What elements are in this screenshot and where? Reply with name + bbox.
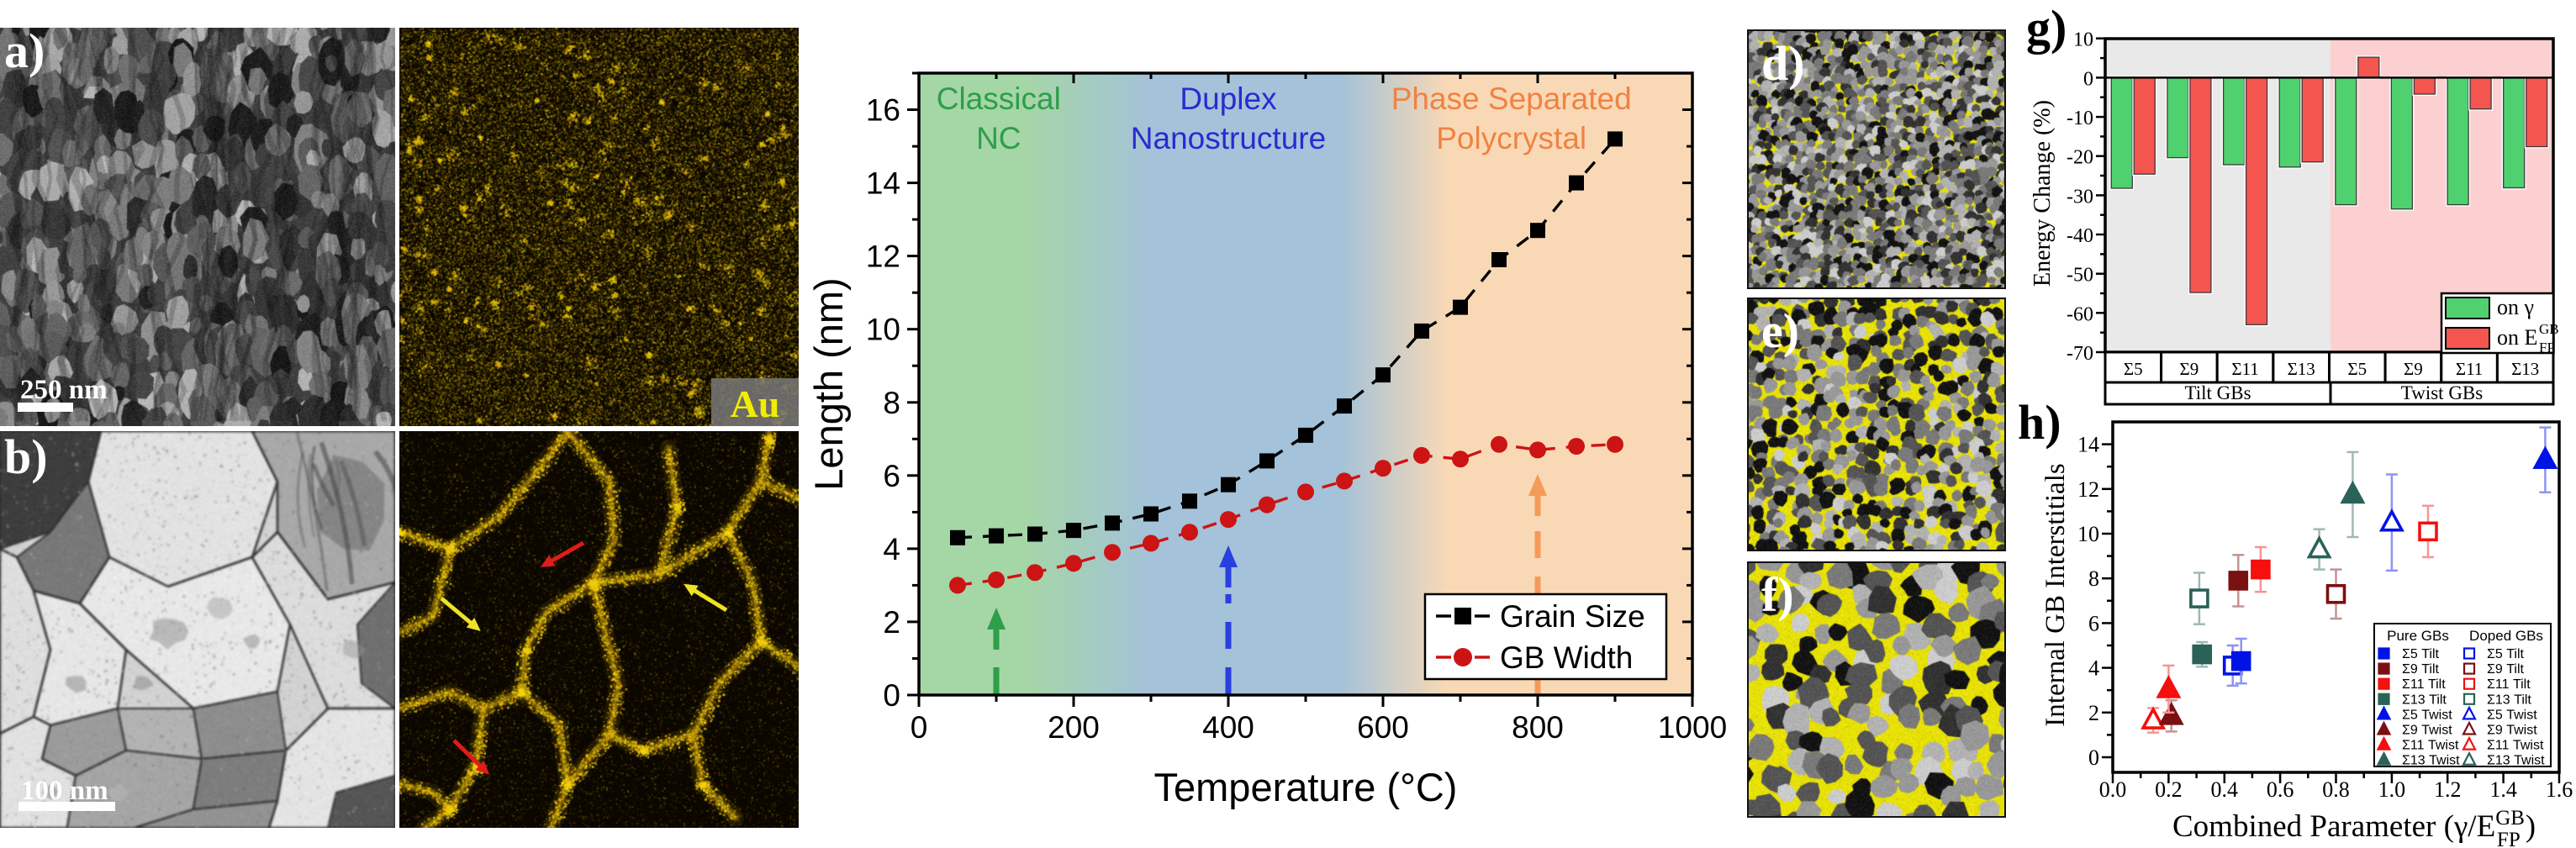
svg-text:6: 6 <box>2088 611 2099 635</box>
svg-text:1.4: 1.4 <box>2489 777 2517 802</box>
svg-text:16: 16 <box>866 93 900 128</box>
svg-text:12: 12 <box>2077 477 2099 502</box>
svg-text:Σ5 Twist: Σ5 Twist <box>2487 708 2537 722</box>
svg-text:Grain Size: Grain Size <box>1500 599 1645 634</box>
svg-text:Σ9: Σ9 <box>2404 359 2423 379</box>
svg-text:0.4: 0.4 <box>2211 777 2239 802</box>
svg-text:4: 4 <box>883 532 900 566</box>
svg-text:GB Width: GB Width <box>1500 640 1633 675</box>
svg-text:0: 0 <box>2083 68 2093 90</box>
svg-text:Σ5: Σ5 <box>2347 359 2367 379</box>
svg-text:Pure GBs: Pure GBs <box>2387 628 2449 644</box>
svg-text:b): b) <box>4 429 48 484</box>
svg-text:Σ11 Twist: Σ11 Twist <box>2402 739 2459 753</box>
svg-text:6: 6 <box>883 459 900 493</box>
svg-text:800: 800 <box>1512 710 1564 745</box>
svg-text:1.2: 1.2 <box>2434 777 2462 802</box>
svg-text:1.6: 1.6 <box>2546 777 2573 802</box>
svg-text:Tilt GBs: Tilt GBs <box>2184 382 2251 403</box>
svg-text:1000: 1000 <box>1658 710 1727 745</box>
svg-text:on E: on E <box>2497 325 2537 350</box>
svg-text:Phase Separated: Phase Separated <box>1391 82 1632 116</box>
svg-text:0: 0 <box>883 678 900 713</box>
svg-text:Doped GBs: Doped GBs <box>2469 628 2543 644</box>
svg-text:-50: -50 <box>2067 265 2093 287</box>
svg-text:Σ11: Σ11 <box>2231 359 2258 379</box>
svg-text:Σ9 Tilt: Σ9 Tilt <box>2487 662 2525 677</box>
svg-text:-30: -30 <box>2067 186 2093 208</box>
svg-text:h): h) <box>2018 395 2061 450</box>
svg-text:4: 4 <box>2088 656 2099 681</box>
svg-text:0: 0 <box>911 710 928 745</box>
svg-text:Σ13 Tilt: Σ13 Tilt <box>2487 693 2531 707</box>
svg-text:0.8: 0.8 <box>2322 777 2350 802</box>
svg-text:12: 12 <box>866 240 900 274</box>
svg-text:g): g) <box>2026 0 2067 55</box>
svg-text:d): d) <box>1761 36 1805 91</box>
svg-text:Σ5: Σ5 <box>2124 359 2143 379</box>
svg-text:Au: Au <box>731 382 780 425</box>
svg-text:f): f) <box>1761 567 1794 622</box>
svg-text:a): a) <box>4 24 45 78</box>
svg-text:1.0: 1.0 <box>2378 777 2406 802</box>
svg-text:Nanostructure: Nanostructure <box>1131 121 1326 155</box>
svg-text:GB: GB <box>2539 321 2559 337</box>
svg-text:100 nm: 100 nm <box>21 776 108 806</box>
svg-text:Σ9 Twist: Σ9 Twist <box>2402 724 2452 738</box>
svg-text:Internal GB Interstitials: Internal GB Interstitials <box>2040 463 2071 726</box>
svg-text:-10: -10 <box>2067 108 2093 129</box>
svg-text:0.0: 0.0 <box>2099 777 2127 802</box>
svg-text:-20: -20 <box>2067 147 2093 169</box>
svg-text:Σ9 Twist: Σ9 Twist <box>2487 724 2537 738</box>
svg-text:8: 8 <box>883 386 900 420</box>
svg-text:250 nm: 250 nm <box>20 375 108 405</box>
svg-text:Σ13: Σ13 <box>2511 359 2539 379</box>
svg-text:Σ5 Tilt: Σ5 Tilt <box>2487 647 2525 661</box>
svg-text:Σ9 Tilt: Σ9 Tilt <box>2402 662 2440 677</box>
svg-text:-60: -60 <box>2067 303 2093 325</box>
svg-text:8: 8 <box>2088 566 2099 591</box>
svg-text:2: 2 <box>2088 701 2099 725</box>
svg-text:Σ9: Σ9 <box>2180 359 2199 379</box>
svg-text:Classical: Classical <box>937 82 1061 116</box>
svg-text:Σ13: Σ13 <box>2288 359 2315 379</box>
svg-text:e): e) <box>1761 303 1799 358</box>
svg-text:400: 400 <box>1202 710 1254 745</box>
svg-text:Temperature (°C): Temperature (°C) <box>1154 765 1458 809</box>
svg-text:200: 200 <box>1048 710 1100 745</box>
svg-text:-70: -70 <box>2067 343 2093 365</box>
svg-text:Length (nm): Length (nm) <box>806 277 851 490</box>
svg-text:10: 10 <box>2073 29 2093 51</box>
svg-text:600: 600 <box>1357 710 1409 745</box>
svg-text:10: 10 <box>866 313 900 347</box>
svg-text:NC: NC <box>976 121 1021 155</box>
svg-text:0: 0 <box>2088 745 2099 770</box>
svg-text:2: 2 <box>883 605 900 640</box>
svg-text:Σ11 Tilt: Σ11 Tilt <box>2487 677 2531 692</box>
svg-text:Σ5 Tilt: Σ5 Tilt <box>2402 647 2440 661</box>
svg-text:0.2: 0.2 <box>2155 777 2183 802</box>
svg-text:Σ13 Twist: Σ13 Twist <box>2487 754 2545 768</box>
svg-text:Polycrystal: Polycrystal <box>1436 121 1586 155</box>
svg-text:14: 14 <box>2077 433 2099 457</box>
svg-text:Energy Change (%): Energy Change (%) <box>2030 100 2056 287</box>
svg-text:FP: FP <box>2539 340 2555 356</box>
svg-text:Duplex: Duplex <box>1180 82 1277 116</box>
svg-text:Σ13 Twist: Σ13 Twist <box>2402 754 2460 768</box>
svg-text:14: 14 <box>866 166 900 201</box>
svg-text:10: 10 <box>2077 522 2099 546</box>
svg-text:Σ13 Tilt: Σ13 Tilt <box>2402 693 2447 707</box>
svg-text:on γ: on γ <box>2497 295 2534 319</box>
svg-text:0.6: 0.6 <box>2267 777 2294 802</box>
svg-text:Twist GBs: Twist GBs <box>2401 382 2483 403</box>
svg-text:-40: -40 <box>2067 225 2093 247</box>
svg-text:Σ11 Twist: Σ11 Twist <box>2487 739 2544 753</box>
svg-text:Σ11 Tilt: Σ11 Tilt <box>2402 677 2446 692</box>
svg-text:Σ5 Twist: Σ5 Twist <box>2402 708 2452 722</box>
svg-text:Σ11: Σ11 <box>2456 359 2483 379</box>
